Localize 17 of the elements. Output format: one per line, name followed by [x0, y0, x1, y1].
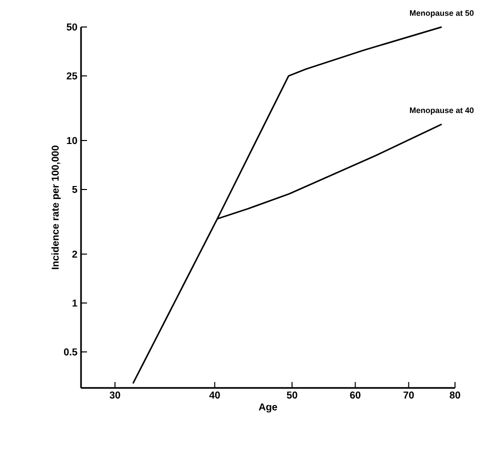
y-tick-label: 0.5: [64, 348, 78, 356]
x-tick-label: 80: [450, 392, 460, 399]
x-tick-label: 50: [286, 392, 298, 399]
y-tick-label: 1: [72, 300, 78, 306]
series-label: Menopause at 40: [410, 107, 474, 115]
y-axis-title: Incidence rate per 100,000: [51, 146, 61, 270]
y-tick-label: 50: [66, 23, 78, 31]
y-tick-label: 10: [66, 137, 78, 144]
x-axis-title: Age: [258, 403, 278, 412]
y-tick-label: 2: [72, 250, 78, 258]
y-tick-label: 25: [66, 72, 78, 80]
x-tick-label: 60: [350, 392, 360, 399]
x-tick-label: 30: [110, 392, 120, 399]
x-tick-label: 70: [404, 392, 414, 399]
y-tick-label: 5: [72, 186, 78, 193]
x-tick-label: 40: [209, 392, 220, 399]
series-label: Menopause at 50: [410, 10, 474, 18]
